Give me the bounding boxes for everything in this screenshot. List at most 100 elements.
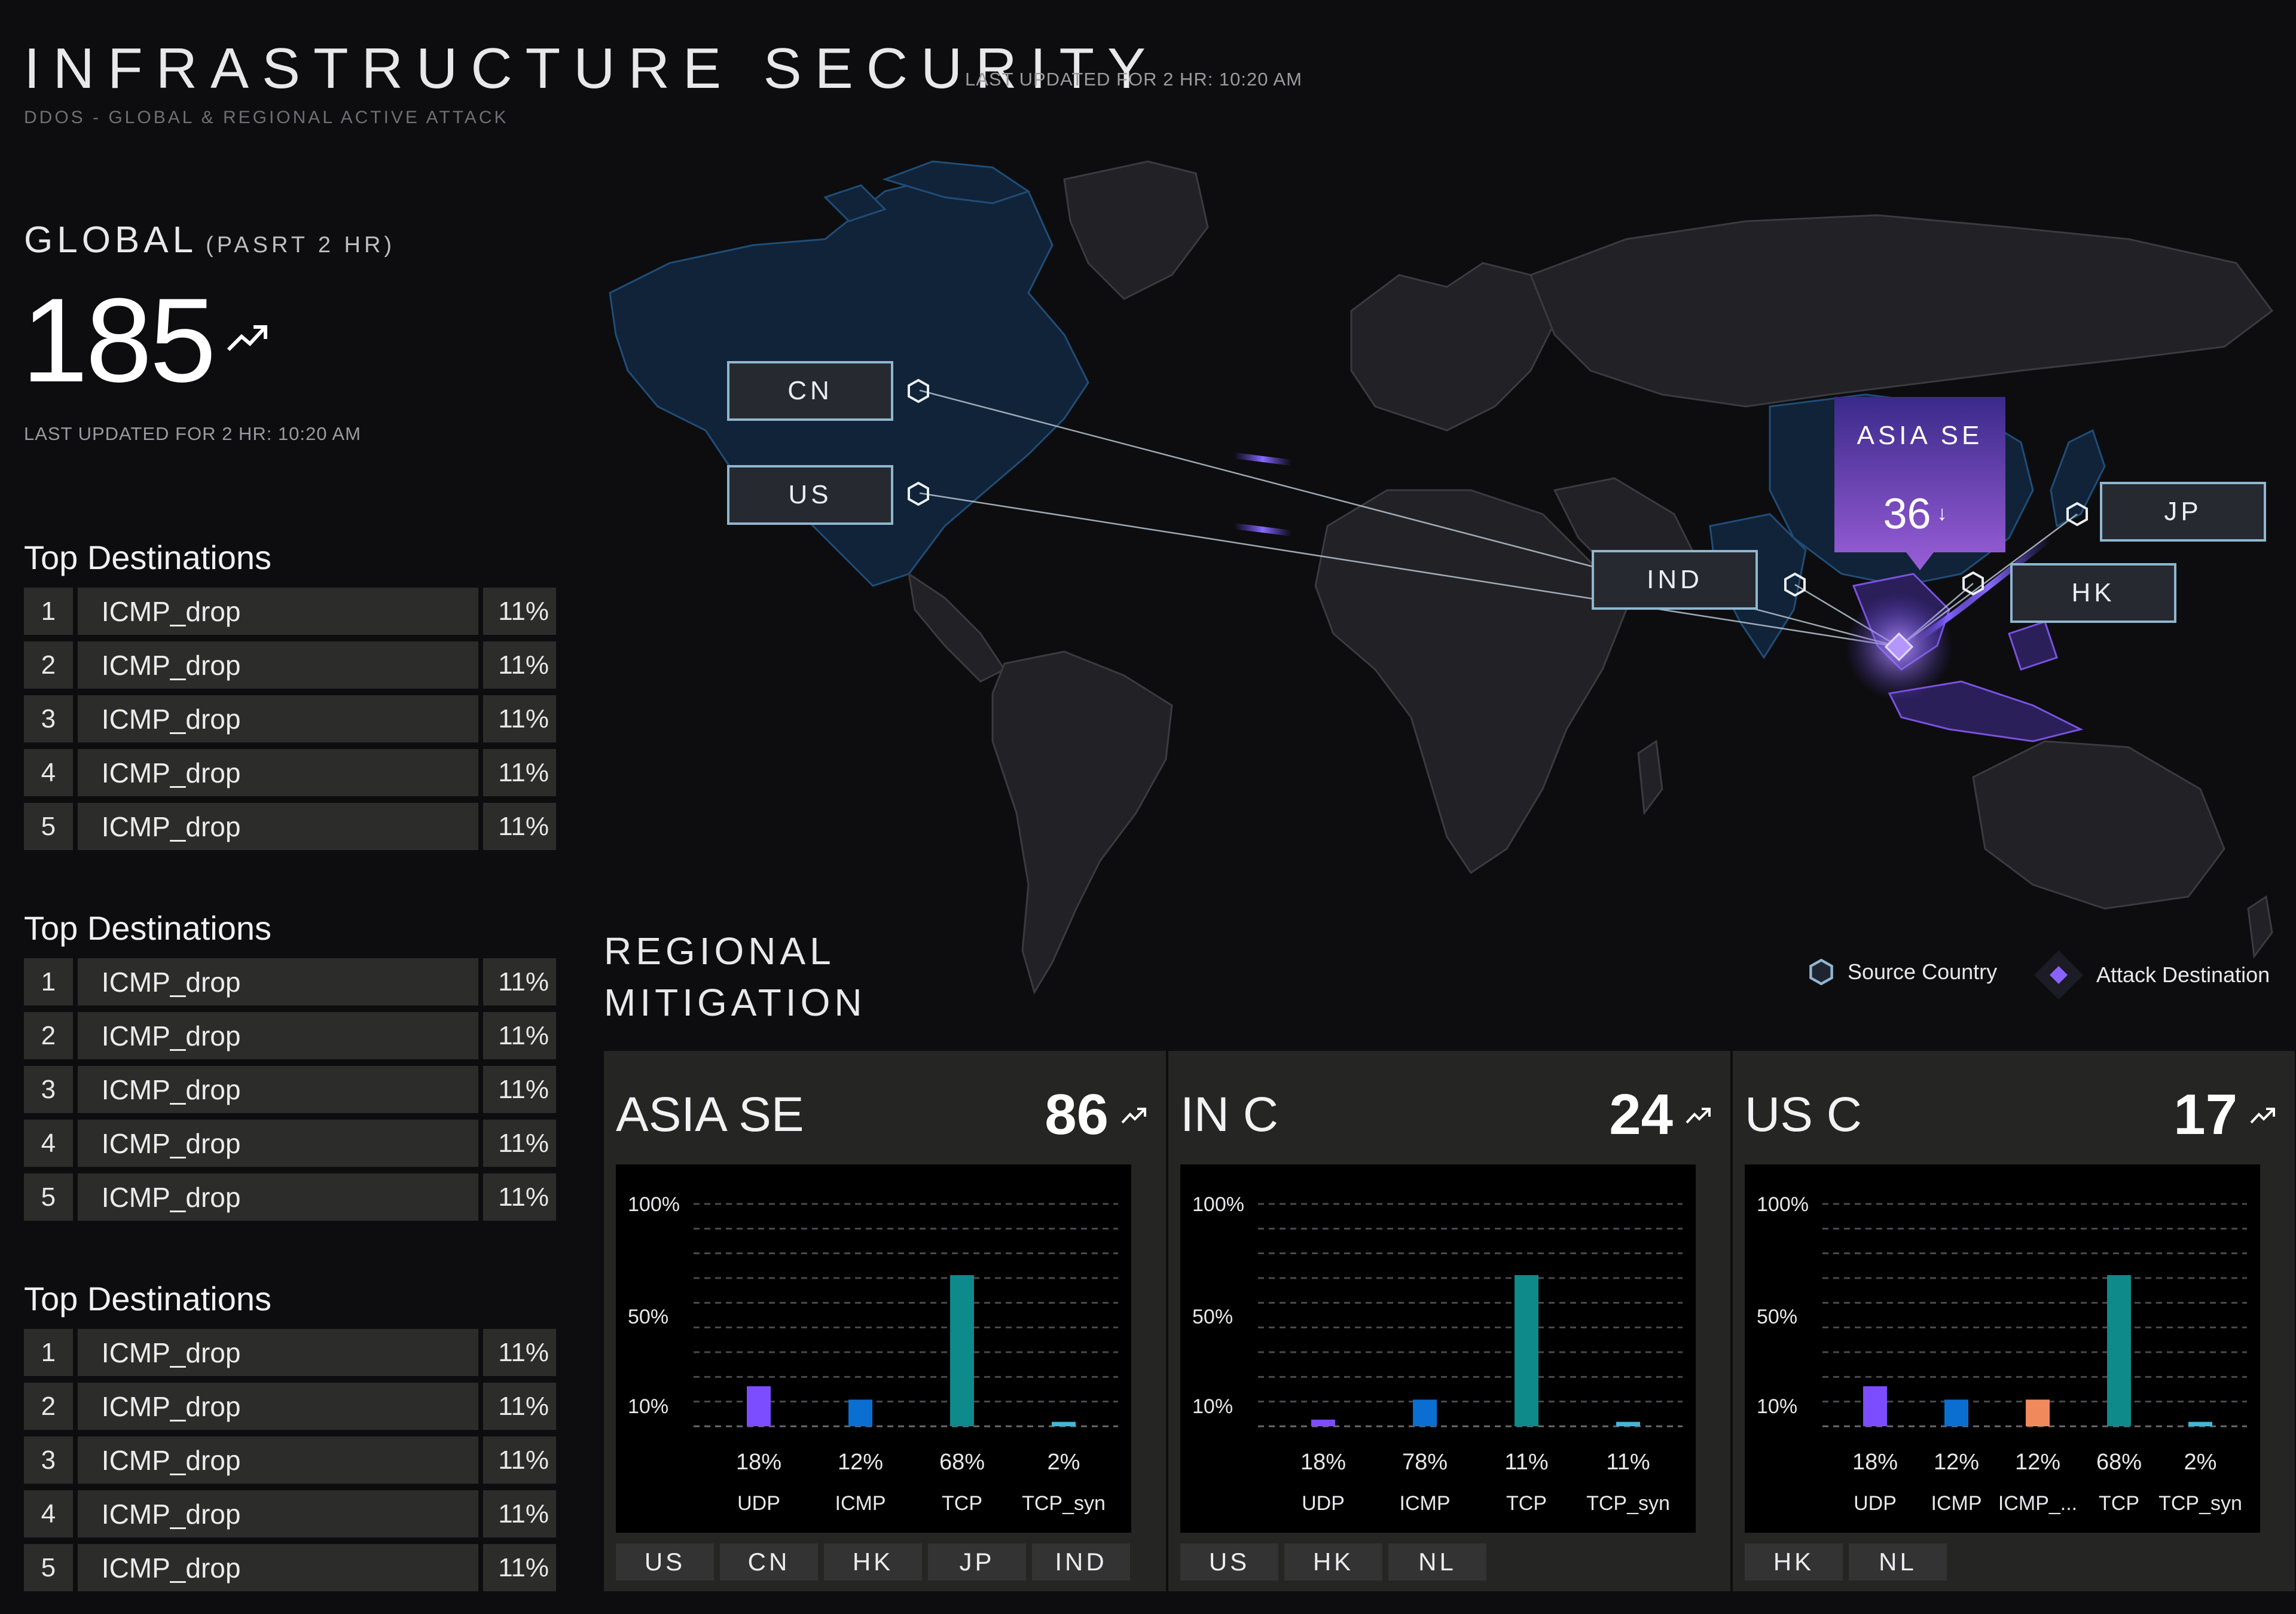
destination-percent: 11%	[483, 695, 556, 742]
bar-chart: 100% 50% 10% 18% UDP 12% ICMP 68% TCP 2% TCP_syn	[628, 1193, 1118, 1515]
top-destination-row[interactable]: 4 ICMP_drop 11%	[24, 1490, 556, 1537]
y-tick-label: 10%	[628, 1395, 668, 1418]
map-japan	[2050, 429, 2106, 528]
source-hex-icon-us	[908, 482, 929, 506]
bar-value-label: 11%	[1606, 1450, 1650, 1475]
region-card[interactable]: US C 17 100% 50% 10% 18% UDP 12% ICMP 12% ICMP_...…	[1733, 1051, 2295, 1591]
destination-flag-shape	[1834, 397, 2005, 570]
source-box-ind[interactable]: IND	[1592, 550, 1758, 610]
map-australia	[1972, 740, 2225, 910]
top-destinations-panel: Top Destinations 1 ICMP_drop 11% 2 ICMP_drop 1…	[24, 909, 556, 1227]
bar-udp	[1863, 1386, 1887, 1426]
top-destinations-panel: Top Destinations 1 ICMP_drop 11% 2 ICMP_drop 1…	[24, 1279, 556, 1598]
destination-rank: 1	[24, 588, 73, 635]
destination-percent: 11%	[483, 1436, 556, 1484]
region-name: IN C	[1180, 1087, 1278, 1142]
global-period: (PASRT 2 HR)	[206, 233, 396, 258]
destination-percent: 11%	[483, 588, 556, 635]
top-destination-row[interactable]: 2 ICMP_drop 11%	[24, 1383, 556, 1430]
top-destination-row[interactable]: 1 ICMP_drop 11%	[24, 588, 556, 635]
destination-rank: 5	[24, 1173, 73, 1221]
map-canada-islands	[823, 160, 1031, 222]
map-south-america	[991, 650, 1173, 995]
destination-rank: 4	[24, 1490, 73, 1537]
top-destination-row[interactable]: 3 ICMP_drop 11%	[24, 695, 556, 742]
top-destination-row[interactable]: 5 ICMP_drop 11%	[24, 1544, 556, 1591]
source-tag[interactable]: HK	[824, 1543, 922, 1581]
legend-source-label: Source Country	[1848, 959, 1998, 984]
bar-value-label: 2%	[2184, 1450, 2217, 1475]
top-destination-row[interactable]: 4 ICMP_drop 11%	[24, 749, 556, 796]
source-tag-row: HK NL	[1745, 1543, 1953, 1581]
trend-down-icon: ↓	[1937, 502, 1947, 525]
source-box-cn[interactable]: CN	[727, 361, 893, 421]
destination-rank: 4	[24, 1120, 73, 1167]
source-hex-icon-ind	[1784, 573, 1806, 597]
destination-percent: 11%	[483, 803, 556, 850]
destination-name: ICMP_drop	[77, 1066, 479, 1113]
bar-tcp	[2107, 1275, 2131, 1426]
map-greenland	[1063, 160, 1209, 300]
bar-tcp_syn	[1616, 1422, 1640, 1426]
destination-flag[interactable]: ASIA SE 36 ↓	[1834, 397, 2005, 570]
destination-name: ICMP_drop	[77, 1012, 479, 1059]
destination-name: ICMP_drop	[77, 1383, 479, 1430]
source-box-us[interactable]: US	[727, 465, 893, 525]
category-label: TCP_syn	[1022, 1492, 1106, 1515]
top-destination-row[interactable]: 4 ICMP_drop 11%	[24, 1120, 556, 1167]
source-tag[interactable]: NL	[1388, 1543, 1486, 1581]
map-africa	[1314, 489, 1628, 875]
region-card[interactable]: ASIA SE 86 100% 50% 10% 18% UDP 12% ICMP 68% TCP 2%…	[604, 1051, 1166, 1591]
destination-rank: 4	[24, 749, 73, 796]
destination-percent: 11%	[483, 958, 556, 1005]
source-tag[interactable]: US	[616, 1543, 714, 1581]
top-destination-row[interactable]: 2 ICMP_drop 11%	[24, 1012, 556, 1059]
destination-rank: 3	[24, 1066, 73, 1113]
top-destination-row[interactable]: 1 ICMP_drop 11%	[24, 958, 556, 1005]
source-tag[interactable]: HK	[1745, 1543, 1843, 1581]
bar-value-label: 68%	[2096, 1450, 2142, 1475]
destination-percent: 11%	[483, 1544, 556, 1591]
source-tag[interactable]: IND	[1032, 1543, 1130, 1581]
top-destination-row[interactable]: 5 ICMP_drop 11%	[24, 803, 556, 850]
top-destination-row[interactable]: 5 ICMP_drop 11%	[24, 1173, 556, 1221]
destination-rank: 5	[24, 1544, 73, 1591]
destination-rank: 1	[24, 1329, 73, 1376]
destination-name: ICMP_drop	[77, 695, 479, 742]
legend-destination: Attack Destination	[2032, 948, 2270, 1002]
top-destinations-title: Top Destinations	[24, 539, 272, 576]
top-destination-row[interactable]: 3 ICMP_drop 11%	[24, 1066, 556, 1113]
source-tag[interactable]: CN	[720, 1543, 818, 1581]
destination-name: ICMP_drop	[77, 1490, 479, 1537]
region-attack-count: 17	[2173, 1083, 2237, 1147]
top-destination-row[interactable]: 2 ICMP_drop 11%	[24, 641, 556, 689]
destination-percent: 11%	[483, 1012, 556, 1059]
category-label: ICMP_...	[1998, 1492, 2077, 1515]
map-europe	[1350, 262, 1556, 432]
bar-value-label: 18%	[1852, 1450, 1898, 1475]
y-tick-label: 10%	[1757, 1395, 1797, 1418]
destination-name: ICMP_drop	[77, 641, 479, 689]
source-tag[interactable]: JP	[928, 1543, 1026, 1581]
source-box-jp[interactable]: JP	[2100, 482, 2266, 542]
destination-percent: 11%	[483, 641, 556, 689]
source-hex-icon-hk	[1962, 571, 1984, 595]
source-tag[interactable]: HK	[1284, 1543, 1382, 1581]
destination-rank: 3	[24, 695, 73, 742]
region-card[interactable]: IN C 24 100% 50% 10% 18% UDP 78% ICMP 11% TCP 11% TC…	[1168, 1051, 1730, 1591]
y-tick-label: 10%	[1192, 1395, 1233, 1418]
source-tag[interactable]: NL	[1849, 1543, 1947, 1581]
top-destination-row[interactable]: 3 ICMP_drop 11%	[24, 1436, 556, 1484]
destination-rank: 1	[24, 958, 73, 1005]
source-tag[interactable]: US	[1180, 1543, 1278, 1581]
bar-tcp_syn	[1052, 1422, 1076, 1426]
destination-name: ICMP_drop	[77, 1436, 479, 1484]
global-last-updated: LAST UPDATED FOR 2 HR: 10:20 AM	[24, 423, 361, 444]
world-map[interactable]	[574, 155, 2284, 1004]
legend-source: Source Country	[1808, 959, 1997, 985]
top-destination-row[interactable]: 1 ICMP_drop 11%	[24, 1329, 556, 1376]
y-tick-label: 50%	[1757, 1306, 1797, 1328]
bar-value-label: 12%	[838, 1450, 883, 1475]
bar-value-label: 18%	[736, 1450, 781, 1475]
source-box-hk[interactable]: HK	[2010, 563, 2176, 623]
